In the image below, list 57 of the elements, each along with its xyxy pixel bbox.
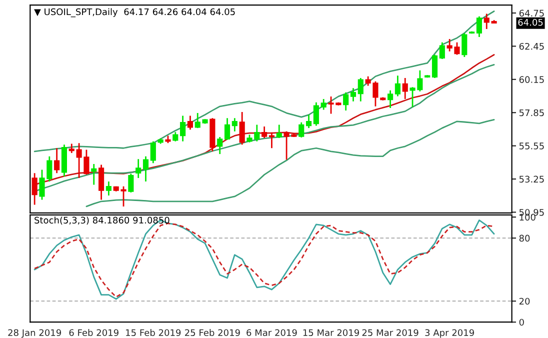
candlestick [54, 147, 60, 174]
candlestick [358, 77, 364, 102]
y-tick-label: 64.75 [519, 10, 544, 17]
candlestick [180, 115, 186, 142]
candlestick [217, 136, 223, 155]
y-tick-label: 20 [519, 298, 530, 305]
x-tick-label: 25 Feb 2019 [185, 329, 240, 336]
chart-title: Stoch(5,3,3) 84.1860 91.0850 [34, 216, 170, 225]
x-tick-label: 6 Mar 2019 [246, 329, 297, 336]
candlestick [343, 92, 349, 112]
candlestick [394, 74, 400, 97]
x-tick-label: 25 Mar 2019 [362, 329, 418, 336]
text: 64.05 [518, 18, 543, 26]
y-tick-label: 62.45 [519, 42, 544, 50]
candlestick [150, 140, 156, 164]
candlestick [432, 54, 438, 79]
candlestick [484, 13, 490, 30]
candlestick [439, 42, 445, 60]
candlestick [224, 117, 230, 140]
candlestick [462, 32, 468, 58]
candlestick [313, 102, 319, 126]
candlestick [350, 87, 356, 102]
y-tick-label: 50.95 [519, 208, 544, 216]
y-tick-label: 80 [519, 234, 530, 242]
candlestick [106, 180, 112, 196]
candlestick [320, 98, 326, 110]
candlestick [298, 122, 304, 138]
x-tick-label: 28 Jan 2019 [8, 329, 62, 338]
candlestick [136, 158, 142, 179]
x-tick-label: 6 Feb 2019 [69, 329, 118, 336]
candlestick [262, 126, 268, 139]
chart-title: ▼ USOIL_SPT,Daily 64.17 64.26 64.04 64.05 [34, 8, 235, 18]
x-tick-label: 3 Apr 2019 [425, 329, 474, 338]
candlestick [68, 143, 74, 154]
candlestick [276, 124, 282, 139]
candlestick [388, 90, 394, 109]
candlestick [239, 111, 245, 146]
candlestick [32, 172, 38, 206]
candlestick [402, 77, 408, 100]
candlestick [187, 115, 193, 130]
candlestick [128, 172, 134, 194]
candlestick [232, 117, 238, 132]
candlestick [172, 131, 178, 142]
candlestick [91, 163, 97, 186]
y-tick-label: 57.85 [519, 109, 544, 116]
candlestick [98, 164, 104, 200]
y-tick-label: 60.15 [519, 76, 544, 83]
candlestick [306, 114, 312, 129]
y-tick-label: 53.25 [519, 176, 544, 183]
x-tick-label: 15 Feb 2019 [126, 329, 181, 336]
x-tick-label: 15 Mar 2019 [303, 329, 359, 336]
line-series [86, 118, 495, 208]
candlestick [142, 156, 149, 182]
y-tick-label: 55.55 [519, 142, 544, 150]
y-tick-label: 0 [519, 318, 524, 326]
candlestick [476, 16, 482, 38]
y-tick-label: 100 [520, 214, 536, 221]
